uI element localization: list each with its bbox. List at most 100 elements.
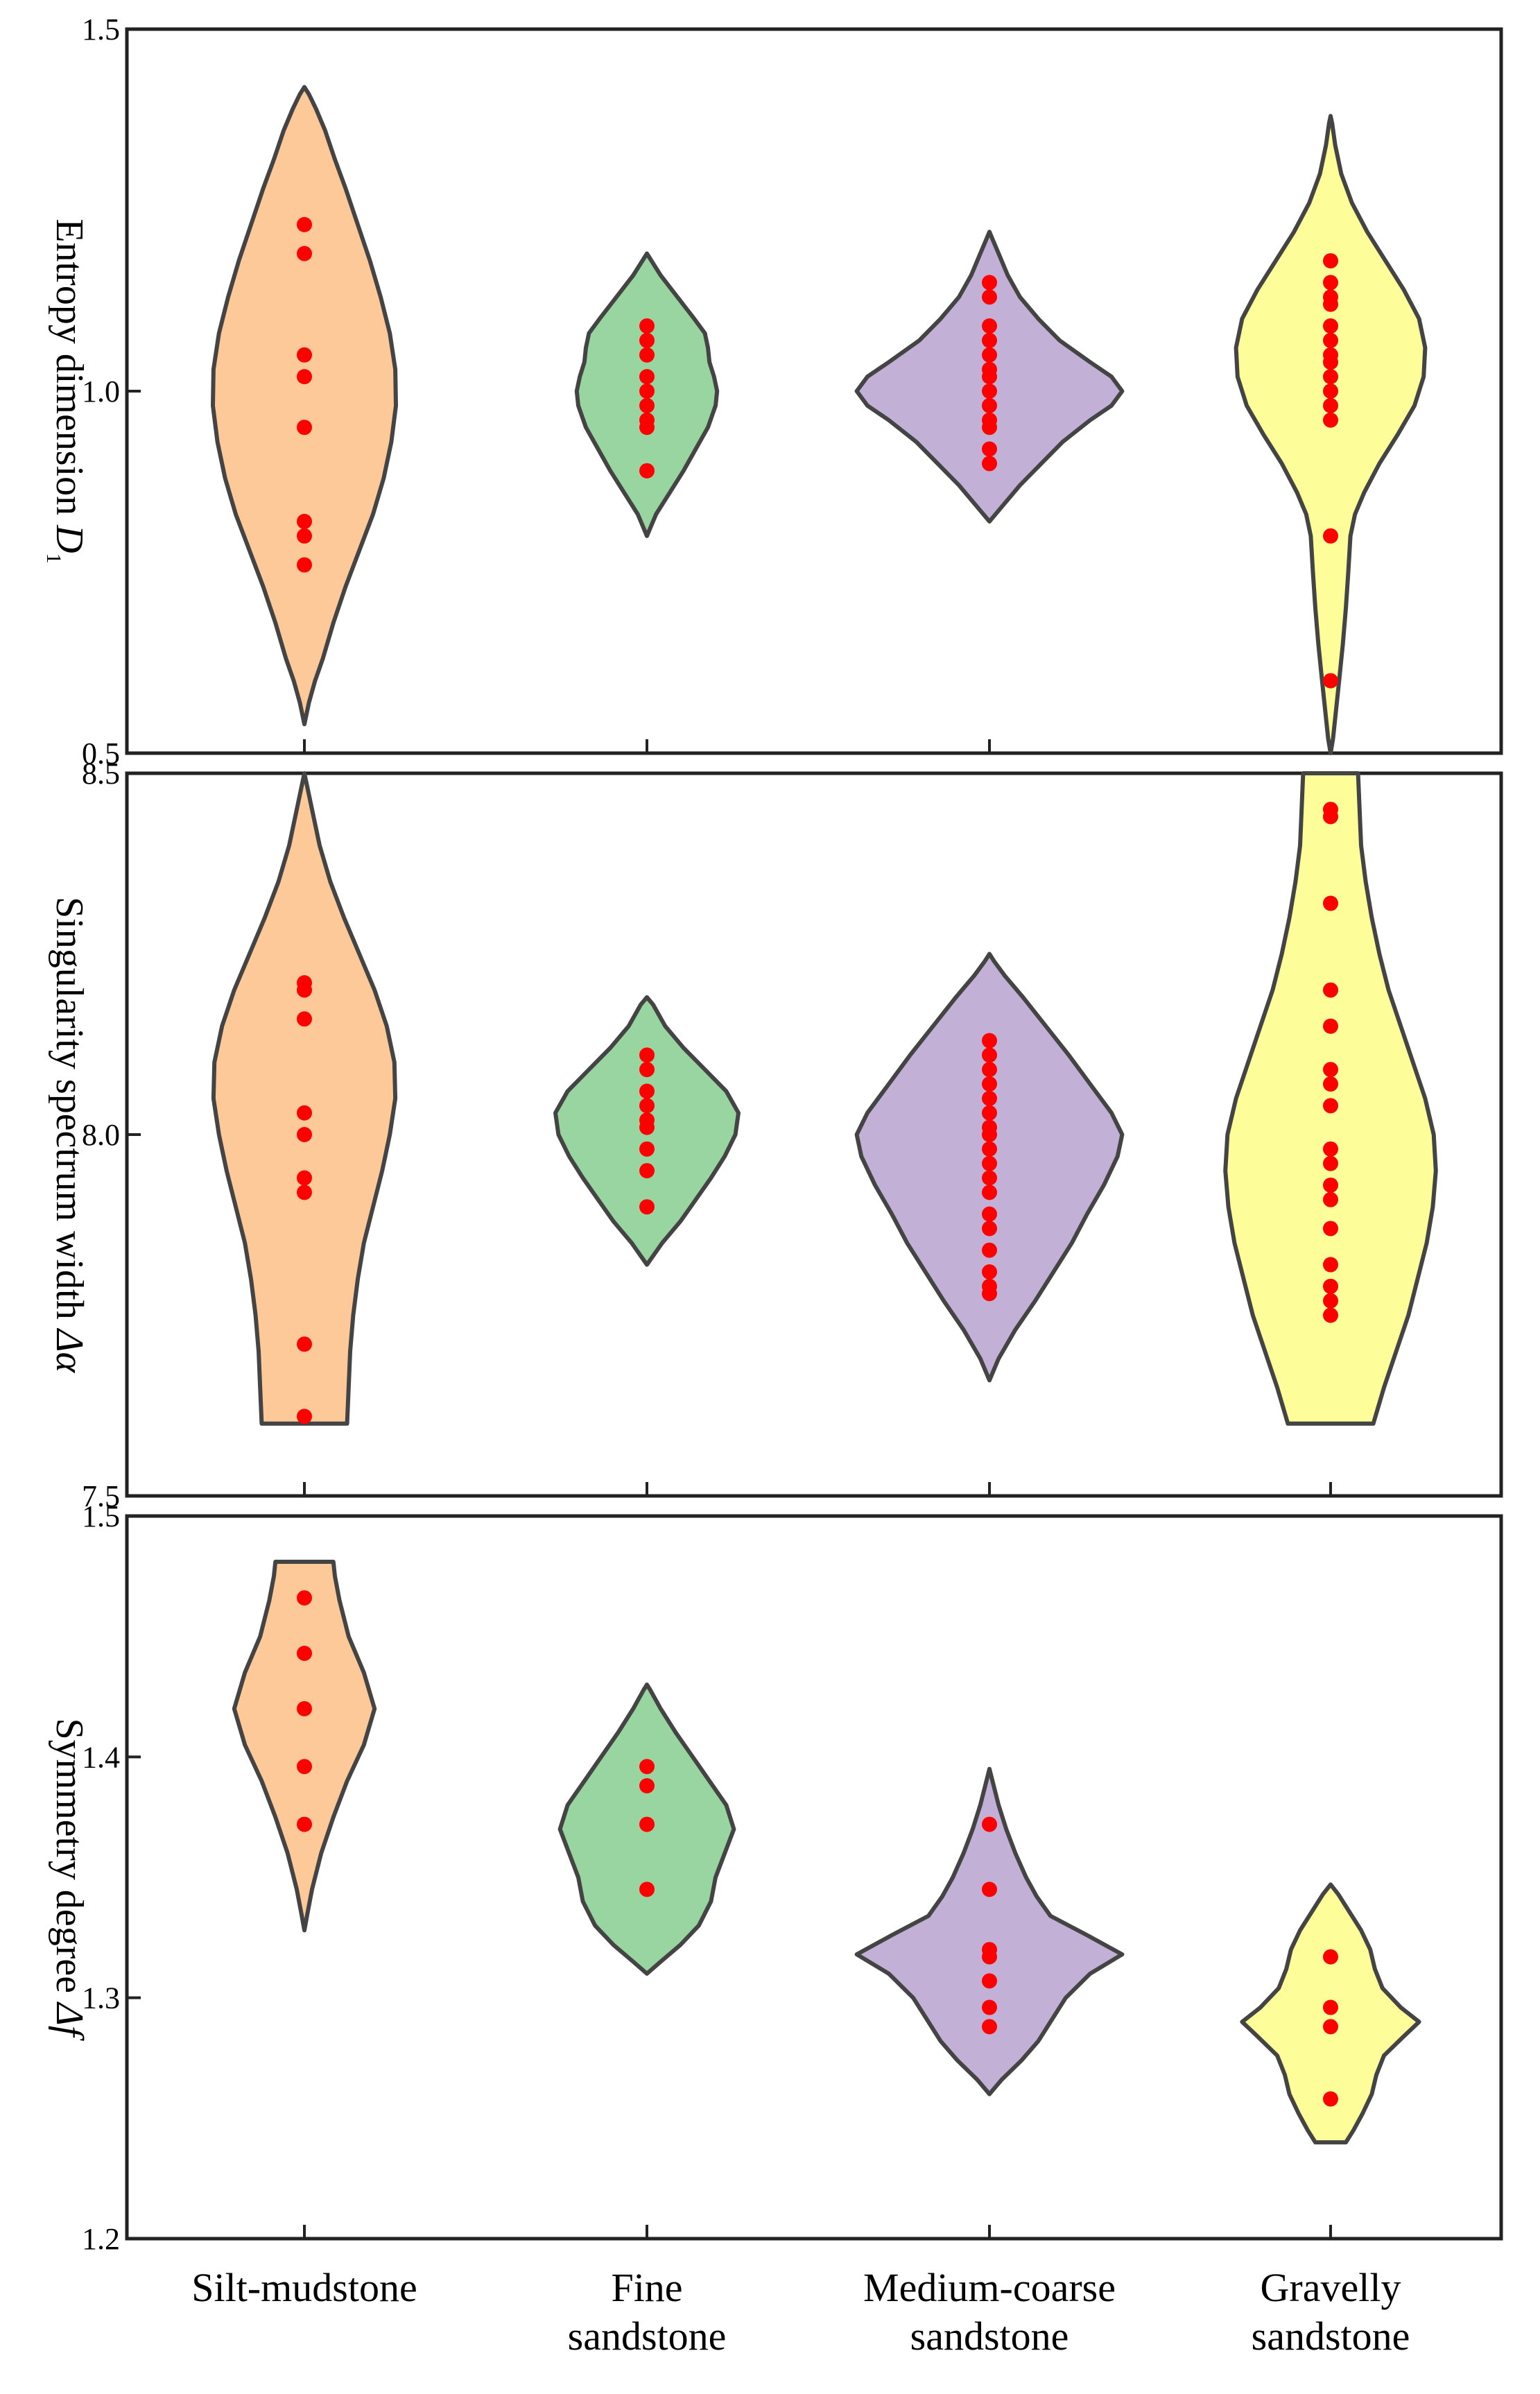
data-point-medium-coarse-sandstone (982, 456, 997, 472)
y-tick-label: 1.4 (82, 1740, 120, 1774)
data-point-medium-coarse-sandstone (982, 441, 997, 457)
data-point-medium-coarse-sandstone (982, 289, 997, 305)
data-point-gravelly-sandstone (1323, 673, 1338, 689)
y-tick-label: 1.2 (82, 2222, 120, 2256)
data-point-medium-coarse-sandstone (982, 1155, 997, 1171)
data-point-medium-coarse-sandstone (982, 1973, 997, 1989)
data-point-gravelly-sandstone (1323, 253, 1338, 269)
plot-frame (125, 1514, 1503, 2241)
y-tick-label: 1.0 (82, 374, 120, 408)
data-point-gravelly-sandstone (1323, 296, 1338, 312)
data-point-medium-coarse-sandstone (982, 1127, 997, 1142)
y-tick-label: 7.5 (82, 1479, 120, 1513)
data-point-medium-coarse-sandstone (982, 275, 997, 291)
data-point-medium-coarse-sandstone (982, 369, 997, 385)
data-point-fine-sandstone (639, 1778, 655, 1794)
data-point-gravelly-sandstone (1323, 809, 1338, 825)
data-point-medium-coarse-sandstone (982, 332, 997, 348)
data-point-fine-sandstone (639, 384, 655, 399)
data-point-silt-mudstone (297, 513, 312, 529)
data-point-fine-sandstone (639, 1816, 655, 1832)
data-point-fine-sandstone (639, 1881, 655, 1897)
x-category-label: Fine (611, 2265, 682, 2310)
data-point-silt-mudstone (297, 1185, 312, 1200)
data-point-gravelly-sandstone (1323, 1076, 1338, 1092)
y-tick-label: 1.3 (82, 1981, 120, 2015)
data-point-fine-sandstone (639, 1083, 655, 1099)
data-point-medium-coarse-sandstone (982, 1105, 997, 1121)
data-point-fine-sandstone (639, 1163, 655, 1179)
data-point-medium-coarse-sandstone (982, 1170, 997, 1186)
data-point-medium-coarse-sandstone (982, 1242, 997, 1258)
x-category-label: Medium-coarse (863, 2265, 1116, 2310)
y-axis-label-subscript: 1 (42, 553, 65, 564)
data-point-gravelly-sandstone (1323, 1257, 1338, 1273)
data-point-silt-mudstone (297, 528, 312, 544)
data-point-fine-sandstone (639, 347, 655, 363)
data-point-medium-coarse-sandstone (982, 1264, 997, 1280)
data-point-silt-mudstone (297, 982, 312, 998)
data-point-fine-sandstone (639, 1199, 655, 1215)
data-point-fine-sandstone (639, 1047, 655, 1063)
y-axis-label: Entropy dimension D1 (42, 218, 91, 563)
data-point-gravelly-sandstone (1323, 1999, 1338, 2015)
data-point-medium-coarse-sandstone (982, 318, 997, 334)
data-point-fine-sandstone (639, 369, 655, 385)
x-category-labels: Silt-mudstone FinesandstoneMedium-coarses… (191, 2265, 1410, 2359)
x-category-label: Silt-mudstone (191, 2265, 417, 2310)
data-point-gravelly-sandstone (1323, 1141, 1338, 1157)
data-point-medium-coarse-sandstone (982, 384, 997, 399)
data-point-gravelly-sandstone (1323, 1098, 1338, 1114)
data-point-medium-coarse-sandstone (982, 397, 997, 413)
data-point-gravelly-sandstone (1323, 369, 1338, 385)
data-point-gravelly-sandstone (1323, 2091, 1338, 2107)
data-point-silt-mudstone (297, 1816, 312, 1832)
data-point-gravelly-sandstone (1323, 397, 1338, 413)
violin-silt-mudstone (211, 85, 398, 727)
data-point-silt-mudstone (297, 1127, 312, 1142)
y-tick-label: 8.0 (82, 1118, 120, 1152)
y-axis-label: Symmetry degree Δf (48, 1719, 91, 2042)
data-point-silt-mudstone (297, 1759, 312, 1775)
y-axis-label-text: Singularity spectrum width (48, 897, 91, 1320)
data-point-medium-coarse-sandstone (982, 1949, 997, 1965)
y-tick-label: 1.5 (82, 1499, 120, 1533)
data-point-medium-coarse-sandstone (982, 1206, 997, 1222)
data-point-silt-mudstone (297, 420, 312, 436)
panel-entropy-dimension: 0.5 1.0 1.5 Entropy dimension D1 (42, 12, 1503, 770)
data-point-gravelly-sandstone (1323, 1307, 1338, 1323)
data-point-medium-coarse-sandstone (982, 1881, 997, 1897)
data-point-medium-coarse-sandstone (982, 347, 997, 363)
data-point-medium-coarse-sandstone (982, 1033, 997, 1049)
data-point-gravelly-sandstone (1323, 1155, 1338, 1171)
data-point-gravelly-sandstone (1323, 275, 1338, 291)
data-point-fine-sandstone (639, 1759, 655, 1775)
data-point-gravelly-sandstone (1323, 384, 1338, 399)
data-point-gravelly-sandstone (1323, 1949, 1338, 1965)
data-point-fine-sandstone (639, 420, 655, 436)
data-point-fine-sandstone (639, 397, 655, 413)
y-axis-label-text: Entropy dimension (48, 218, 91, 515)
data-point-silt-mudstone (297, 369, 312, 385)
data-point-gravelly-sandstone (1323, 895, 1338, 911)
data-point-medium-coarse-sandstone (982, 1141, 997, 1157)
data-point-fine-sandstone (639, 1062, 655, 1078)
data-point-gravelly-sandstone (1323, 1278, 1338, 1294)
data-point-silt-mudstone (297, 1700, 312, 1716)
data-point-gravelly-sandstone (1323, 1018, 1338, 1034)
data-point-silt-mudstone (297, 1170, 312, 1186)
x-category-label-line2: sandstone (910, 2314, 1069, 2359)
data-point-silt-mudstone (297, 1011, 312, 1027)
data-point-silt-mudstone (297, 216, 312, 232)
data-point-silt-mudstone (297, 347, 312, 363)
panel-symmetry-degree: 1.2 1.3 1.4 1.5 Symmetry degree Δf (48, 1499, 1503, 2256)
violin-gravelly-sandstone (1234, 114, 1428, 755)
data-point-medium-coarse-sandstone (982, 1286, 997, 1302)
violin-silt-mudstone (232, 1560, 377, 1933)
data-point-gravelly-sandstone (1323, 1062, 1338, 1078)
x-category-label: Gravelly (1261, 2265, 1401, 2310)
data-point-silt-mudstone (297, 557, 312, 573)
data-point-silt-mudstone (297, 1409, 312, 1424)
y-axis-label-text: Symmetry degree (48, 1719, 91, 1994)
